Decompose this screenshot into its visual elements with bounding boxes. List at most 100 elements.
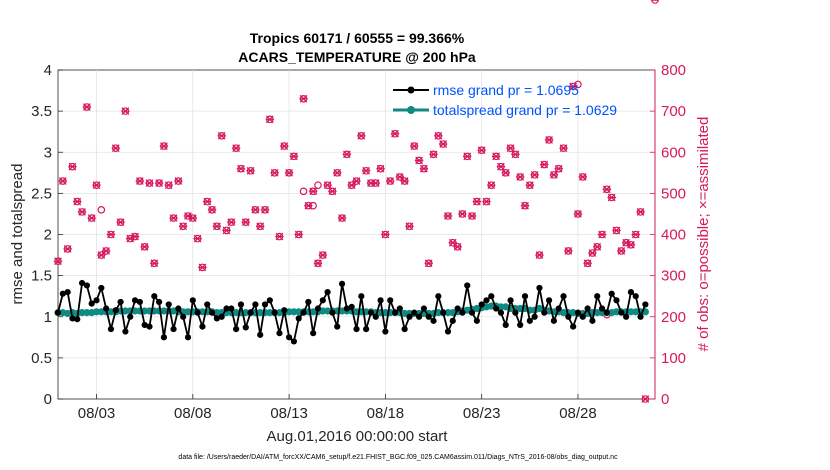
rmse-point bbox=[594, 293, 601, 300]
tick-label-left: 0.5 bbox=[31, 350, 52, 367]
rmse-point bbox=[584, 305, 591, 312]
rmse-point bbox=[560, 293, 567, 300]
rmse-point bbox=[502, 321, 509, 329]
rmse-point bbox=[358, 293, 365, 300]
tick-label-right: 500 bbox=[661, 185, 686, 202]
rmse-point bbox=[343, 305, 350, 312]
gridlines bbox=[58, 70, 655, 399]
tick-label-right: 0 bbox=[661, 391, 669, 408]
chart-title-line2: ACARS_TEMPERATURE @ 200 hPa bbox=[238, 49, 476, 65]
rmse-point bbox=[497, 309, 505, 316]
rmse-point bbox=[521, 293, 529, 300]
rmse-point bbox=[589, 317, 596, 324]
right-axis-ticks: 0 100 200 300 400 500 600 700 800 bbox=[650, 62, 686, 408]
rmse-point bbox=[276, 330, 283, 337]
legend-spread-marker bbox=[407, 106, 415, 114]
legend: rmse grand pr = 1.0695 totalspread grand… bbox=[393, 82, 617, 118]
rmse-point bbox=[180, 313, 187, 320]
rmse-point bbox=[184, 334, 192, 341]
rmse-point bbox=[141, 321, 148, 329]
rmse-point bbox=[444, 328, 452, 335]
rmse-point bbox=[98, 284, 105, 292]
rmse-point bbox=[613, 297, 620, 304]
rmse-point bbox=[367, 309, 375, 316]
rmse-point bbox=[290, 338, 298, 345]
rmse-point bbox=[175, 305, 182, 312]
rmse-point bbox=[454, 305, 461, 312]
rmse-point bbox=[338, 280, 346, 287]
obs-possible-marker bbox=[97, 206, 106, 214]
tick-label-x: 08/23 bbox=[463, 405, 501, 422]
rmse-point bbox=[353, 325, 360, 333]
tick-label-x: 08/28 bbox=[559, 405, 597, 422]
tick-label-x: 08/13 bbox=[270, 405, 308, 422]
rmse-point bbox=[151, 293, 158, 300]
rmse-point bbox=[488, 293, 495, 300]
rmse-point bbox=[237, 301, 245, 308]
rmse-point bbox=[531, 313, 538, 320]
tick-label-left: 3.5 bbox=[31, 103, 52, 120]
x-axis-ticks: 08/03 08/08 08/13 08/18 08/23 08/28 bbox=[78, 394, 597, 422]
tick-label-left: 2 bbox=[44, 227, 52, 244]
tick-label-right: 100 bbox=[661, 350, 686, 367]
rmse-point bbox=[218, 313, 225, 320]
rmse-point bbox=[598, 305, 606, 312]
rmse-point bbox=[281, 307, 288, 314]
tick-label-right: 800 bbox=[661, 62, 686, 79]
rmse-point bbox=[406, 313, 413, 320]
rmse-point bbox=[319, 297, 326, 304]
rmse-point bbox=[271, 309, 278, 316]
obs-possible-marker bbox=[314, 181, 322, 189]
rmse-point bbox=[618, 309, 625, 316]
rmse-point bbox=[305, 298, 312, 306]
tick-label-x: 08/03 bbox=[78, 405, 116, 422]
rmse-point bbox=[117, 298, 124, 306]
rmse-point bbox=[74, 316, 81, 323]
rmse-point bbox=[64, 288, 71, 296]
chart-title-line1: Tropics 60171 / 60555 = 99.366% bbox=[250, 30, 465, 46]
rmse-point bbox=[112, 307, 119, 314]
rmse-point bbox=[579, 313, 586, 320]
rmse-point bbox=[83, 282, 90, 289]
tick-label-right: 600 bbox=[661, 144, 686, 161]
rmse-point bbox=[257, 331, 264, 338]
rmse-point bbox=[247, 309, 254, 316]
tick-label-left: 3 bbox=[44, 144, 52, 161]
rmse-point bbox=[517, 321, 524, 329]
data-file-footer: data file: /Users/raeder/DAI/ATM_forcXX/… bbox=[178, 454, 618, 461]
rmse-point bbox=[420, 305, 428, 312]
rmse-point bbox=[382, 328, 389, 335]
tick-label-left: 4 bbox=[44, 62, 52, 79]
rmse-point bbox=[88, 300, 95, 307]
rmse-point bbox=[464, 282, 471, 289]
rmse-point bbox=[396, 305, 403, 312]
rmse-point bbox=[473, 317, 480, 324]
rmse-point bbox=[165, 301, 172, 308]
legend-rmse-marker bbox=[407, 86, 415, 94]
rmse-point bbox=[541, 309, 548, 316]
rmse-point bbox=[449, 317, 456, 324]
y-axis-right-label: # of obs: o=possible; ×=assimilated bbox=[695, 117, 712, 352]
rmse-point bbox=[252, 301, 259, 308]
legend-spread-label: totalspread grand pr = 1.0629 bbox=[433, 102, 617, 118]
x-axis-label: Aug.01,2016 00:00:00 start bbox=[267, 428, 449, 445]
rmse-point bbox=[127, 313, 134, 320]
rmse-point bbox=[189, 297, 196, 304]
rmse-point bbox=[608, 290, 615, 297]
rmse-point bbox=[642, 301, 649, 308]
rmse-point bbox=[300, 309, 307, 316]
rmse-point bbox=[310, 330, 317, 337]
rmse-point bbox=[415, 313, 423, 320]
obs-count-series bbox=[53, 0, 660, 403]
rmse-point bbox=[637, 313, 644, 320]
rmse-point bbox=[78, 279, 86, 287]
tick-label-left: 2.5 bbox=[31, 185, 52, 202]
rmse-point bbox=[627, 288, 635, 296]
rmse-point bbox=[401, 325, 408, 333]
rmse-point bbox=[440, 309, 447, 316]
rmse-point bbox=[199, 323, 206, 330]
tick-label-right: 400 bbox=[661, 227, 686, 244]
rmse-point bbox=[208, 309, 216, 316]
rmse-point bbox=[507, 297, 514, 304]
